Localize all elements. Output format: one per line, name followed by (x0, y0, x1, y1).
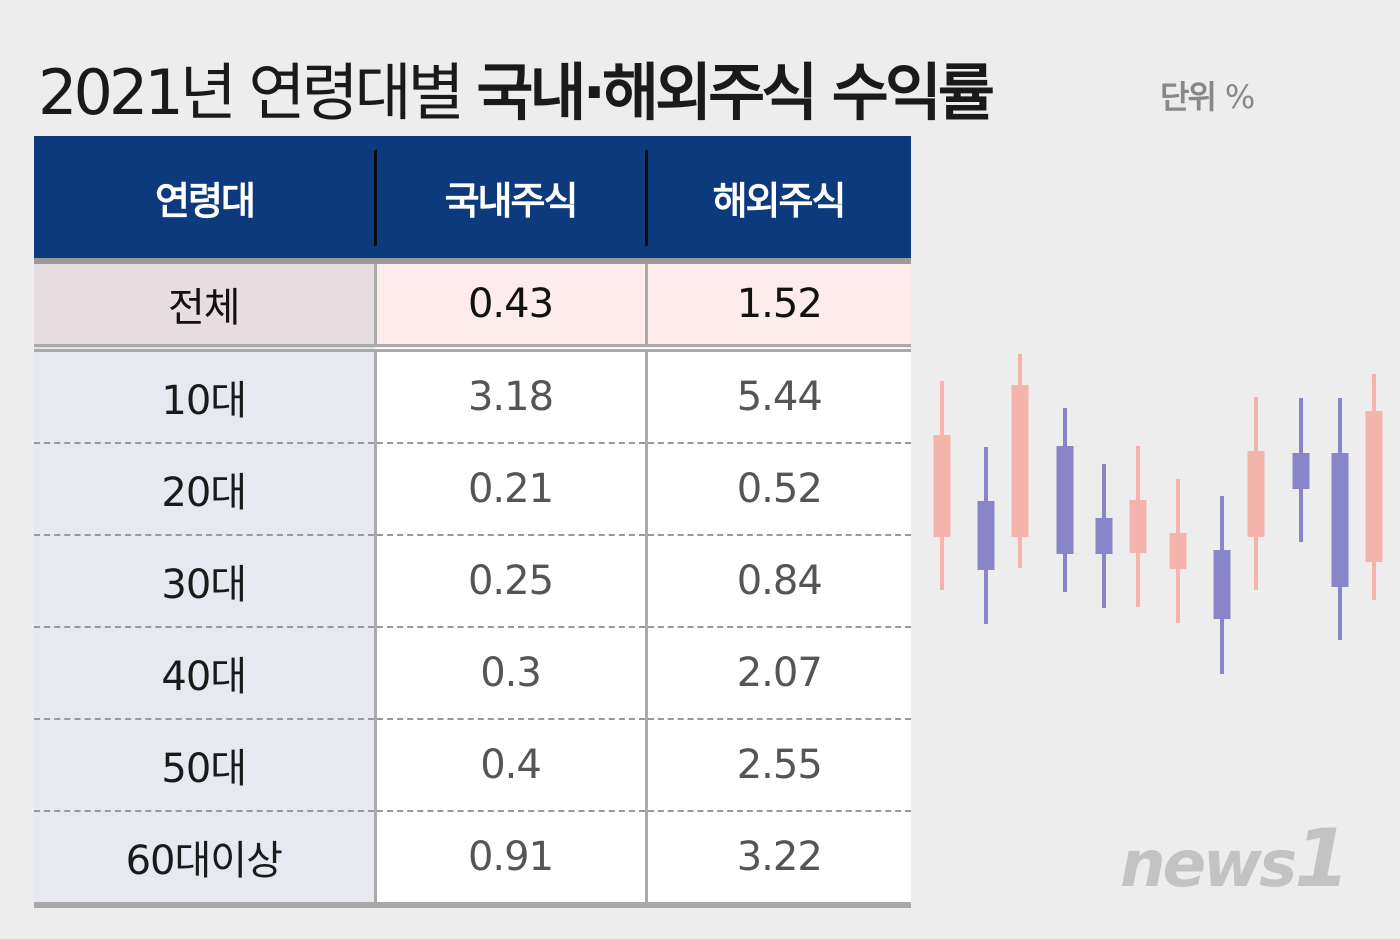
cell-age: 20대 (34, 442, 375, 535)
candle-body (1011, 385, 1029, 537)
cell-age: 50대 (34, 718, 375, 811)
table-row: 20대 0.21 0.52 (34, 442, 911, 535)
table-row: 30대 0.25 0.84 (34, 534, 911, 627)
candle-body (1247, 451, 1265, 537)
candle-body (1292, 453, 1310, 489)
table-row: 60대이상 0.91 3.22 (34, 810, 911, 908)
cell-foreign: 2.07 (644, 626, 911, 719)
candle-body (1056, 446, 1074, 554)
candle-body (977, 501, 995, 570)
cell-domestic: 0.3 (373, 626, 646, 719)
page-title: 2021년 연령대별 국내·해외주식 수익률 (38, 42, 995, 132)
title-year: 2021년 연령대별 (38, 56, 465, 129)
cell-age: 60대이상 (34, 810, 375, 908)
cell-age: 30대 (34, 534, 375, 627)
candle-body (1365, 411, 1383, 562)
cell-foreign: 0.84 (644, 534, 911, 627)
title-bold: 국내·해외주식 수익률 (476, 56, 994, 129)
cell-foreign: 3.22 (644, 810, 911, 908)
cell-age: 40대 (34, 626, 375, 719)
cell-age: 전체 (34, 261, 375, 352)
table-row: 10대 3.18 5.44 (34, 347, 911, 443)
candle-body (1213, 550, 1231, 619)
news1-logo: news1 (1120, 812, 1350, 905)
candle-body (1169, 533, 1187, 569)
returns-table: 연령대 국내주식 해외주식 전체 0.43 1.52 10대 3.18 5.44 20대 0.… (34, 136, 911, 908)
cell-foreign: 0.52 (644, 442, 911, 535)
candle-body (1331, 453, 1349, 587)
table-row: 50대 0.4 2.55 (34, 718, 911, 811)
cell-foreign: 1.52 (644, 261, 911, 352)
cell-domestic: 0.25 (373, 534, 646, 627)
cell-domestic: 0.4 (373, 718, 646, 811)
cell-domestic: 0.21 (373, 442, 646, 535)
candle-body (1129, 500, 1147, 553)
total-row: 전체 0.43 1.52 (34, 261, 911, 352)
header-domestic: 국내주식 (374, 136, 646, 264)
candle-body (933, 435, 951, 537)
unit-value: % (1224, 78, 1255, 116)
cell-age: 10대 (34, 347, 375, 443)
header-age: 연령대 (34, 136, 375, 264)
table-row: 40대 0.3 2.07 (34, 626, 911, 719)
cell-foreign: 5.44 (644, 347, 911, 443)
cell-foreign: 2.55 (644, 718, 911, 811)
cell-domestic: 0.91 (373, 810, 646, 908)
unit-text: 단위 (1160, 78, 1217, 116)
header-foreign: 해외주식 (645, 136, 911, 264)
cell-domestic: 3.18 (373, 347, 646, 443)
candle-body (1095, 518, 1113, 554)
unit-label: 단위% (1160, 72, 1255, 118)
cell-domestic: 0.43 (373, 261, 646, 352)
